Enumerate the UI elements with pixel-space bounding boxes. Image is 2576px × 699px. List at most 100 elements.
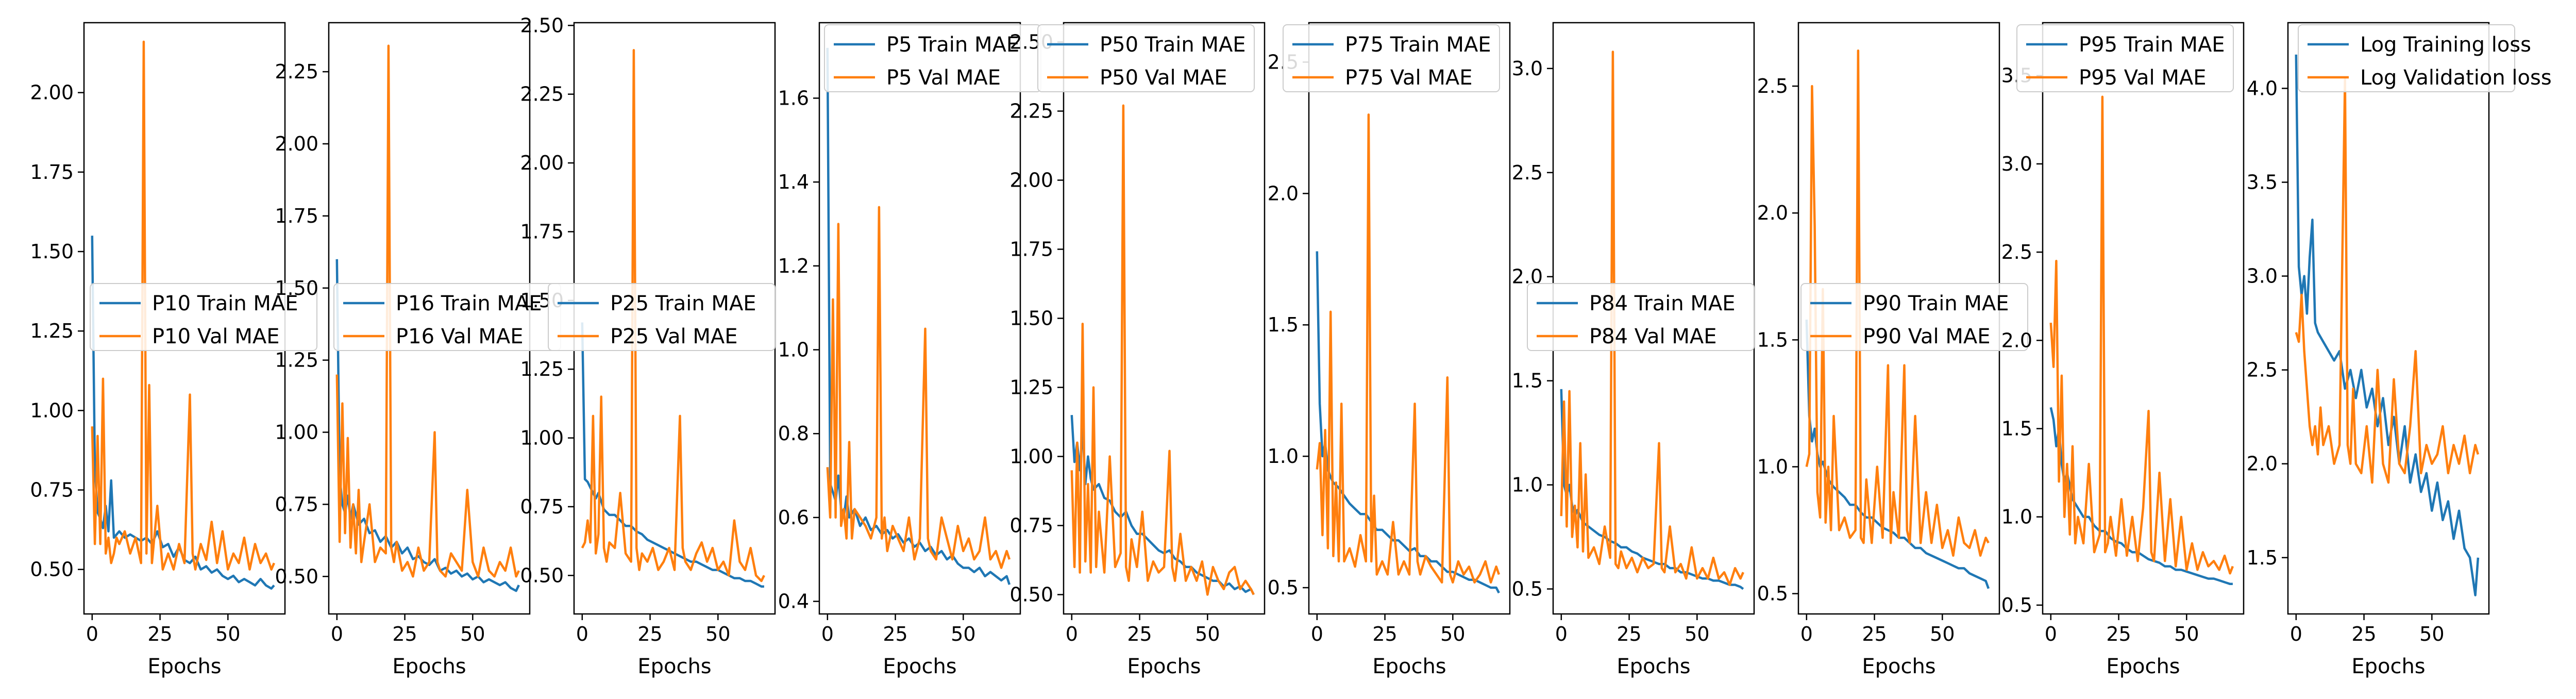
legend-box (548, 283, 776, 351)
x-tick-label: 50 (705, 623, 730, 645)
y-tick-label: 1.0 (1268, 445, 1299, 468)
legend-label: P16 Val MAE (396, 325, 523, 348)
x-tick-label: 50 (1195, 623, 1220, 645)
x-tick-label: 25 (147, 623, 172, 645)
legend-label: P25 Train MAE (610, 292, 756, 315)
y-tick-label: 1.00 (1009, 445, 1053, 468)
x-tick-label: 25 (2351, 623, 2376, 645)
axes-frame (2287, 22, 2490, 615)
series-line (91, 40, 275, 571)
x-tick-label: 25 (1617, 623, 1641, 645)
series-line (1070, 104, 1255, 596)
y-tick-label: 1.0 (778, 339, 809, 361)
y-tick-label: 1.25 (30, 320, 74, 342)
y-tick-label: 1.00 (520, 427, 564, 450)
legend-label: Log Training loss (2360, 33, 2531, 57)
x-axis-label: Epochs (1617, 655, 1690, 678)
y-tick-label: 1.5 (1757, 328, 1788, 351)
chart-panel: 0 25 500.500.751.001.251.501.752.002.252.5… (1009, 22, 1266, 678)
y-tick-label: 3.5 (2247, 171, 2278, 194)
legend-label: P50 Val MAE (1100, 66, 1227, 90)
y-tick-label: 1.6 (778, 87, 809, 109)
y-tick-label: 0.75 (275, 493, 318, 515)
y-tick-label: 0.75 (30, 479, 74, 502)
legend-box (1283, 24, 1500, 92)
x-axis-label: Epochs (2351, 655, 2425, 678)
y-tick-label: 1.50 (275, 277, 318, 299)
legend-box (2016, 24, 2234, 92)
legend-label: P75 Train MAE (1345, 33, 1491, 57)
y-tick-label: 1.75 (275, 205, 318, 227)
legend-box (2298, 24, 2515, 92)
y-tick-label: 1.00 (275, 421, 318, 444)
x-tick-label: 0 (1311, 623, 1323, 645)
y-tick-label: 1.2 (778, 255, 809, 277)
y-tick-label: 0.8 (778, 422, 809, 445)
series-line (91, 236, 275, 590)
x-tick-label: 0 (821, 623, 834, 645)
y-tick-label: 1.25 (520, 358, 564, 380)
y-tick-label: 2.00 (30, 81, 74, 104)
legend-label: P50 Train MAE (1100, 33, 1246, 57)
y-tick-label: 0.4 (778, 590, 809, 613)
x-tick-label: 0 (86, 623, 98, 645)
y-tick-label: 2.00 (275, 132, 318, 155)
y-tick-label: 1.25 (1009, 376, 1053, 398)
legend: P16 Train MAE P16 Val MAE (333, 283, 561, 351)
chart-panel: 0 25 50 1.5 2.0 2.5 3.0 3.5 4.0 Epochs Log Trainin… (2247, 22, 2552, 678)
series-line (1560, 389, 1744, 590)
y-tick-label: 1.5 (2247, 546, 2278, 569)
x-tick-label: 50 (1685, 623, 1709, 645)
y-tick-label: 0.5 (1757, 582, 1788, 605)
x-tick-label: 0 (1800, 623, 1813, 645)
legend-label: P84 Val MAE (1589, 325, 1716, 348)
series-line (2295, 54, 2480, 596)
legend-label: P75 Val MAE (1345, 66, 1472, 90)
x-tick-label: 25 (883, 623, 907, 645)
y-tick-label: 2.25 (275, 60, 318, 83)
y-tick-label: 0.50 (1009, 583, 1053, 606)
x-tick-label: 50 (1440, 623, 1465, 645)
series-line (2295, 77, 2480, 484)
y-tick-label: 2.0 (1757, 202, 1788, 224)
series-line (1805, 49, 1990, 557)
x-tick-label: 50 (2419, 623, 2444, 645)
x-tick-label: 0 (331, 623, 343, 645)
legend: P25 Train MAE P25 Val MAE (548, 283, 776, 351)
x-tick-label: 25 (1127, 623, 1152, 645)
series-line (2049, 95, 2234, 575)
x-tick-label: 50 (1930, 623, 1955, 645)
y-tick-label: 1.0 (2001, 506, 2032, 528)
legend: P50 Train MAE P50 Val MAE (1037, 24, 1255, 92)
series-line (335, 44, 520, 578)
y-tick-label: 0.50 (275, 565, 318, 588)
legend-label: P90 Val MAE (1863, 325, 1990, 348)
legend-label: Log Validation loss (2360, 66, 2552, 90)
legend-box (1800, 283, 2028, 351)
y-tick-label: 1.5 (1268, 313, 1299, 336)
y-tick-label: 0.5 (1268, 576, 1299, 599)
legend: P5 Train MAE P5 Val MAE (824, 24, 1041, 92)
legend: P75 Train MAE P75 Val MAE (1283, 24, 1500, 92)
x-tick-label: 50 (951, 623, 975, 645)
y-tick-label: 3.0 (2247, 265, 2278, 288)
legend-label: P10 Train MAE (152, 292, 298, 315)
axes-frame (818, 22, 1021, 615)
y-tick-label: 0.75 (1009, 514, 1053, 537)
chart-panel: 0 25 50 0.50 0.75 1.00 1.25 1.50 1.75 2.00 Epochs P… (30, 22, 317, 678)
x-tick-label: 50 (460, 623, 485, 645)
legend-label: P95 Train MAE (2079, 33, 2225, 57)
chart-panel: 0 25 50 0.50 0.75 1.00 1.25 1.50 1.75 2.00 2.25 Epo… (275, 22, 561, 678)
x-tick-label: 0 (2045, 623, 2057, 645)
x-axis-label: Epochs (2106, 655, 2180, 678)
x-tick-label: 50 (215, 623, 240, 645)
x-axis-label: Epochs (392, 655, 466, 678)
legend: P10 Train MAE P10 Val MAE (90, 283, 317, 351)
chart-panel: 0 25 50 0.4 0.6 0.8 1.0 1.2 1.4 1.6 Epochs P5 Train… (778, 22, 1041, 678)
legend-box (1037, 24, 1255, 92)
y-tick-label: 4.0 (2247, 77, 2278, 99)
series-line (1560, 51, 1744, 586)
